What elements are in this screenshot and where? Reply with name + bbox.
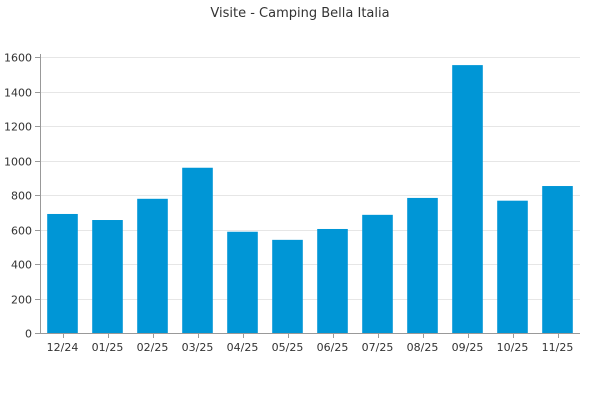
y-tick-label: 600	[11, 225, 32, 238]
bar	[542, 186, 573, 333]
x-tick-label: 07/25	[362, 341, 394, 354]
x-tick-label: 02/25	[137, 341, 169, 354]
y-tick-label: 1000	[4, 156, 32, 169]
y-tick-label: 1200	[4, 121, 32, 134]
bar	[407, 197, 438, 333]
bar	[452, 65, 483, 334]
x-tick-label: 08/25	[407, 341, 439, 354]
y-tick-label: 400	[11, 259, 32, 272]
y-tick-label: 800	[11, 190, 32, 203]
y-axis-ticks: 0 200 400 600 800 1000 1200 1400 1600	[4, 52, 40, 341]
x-tick-label: 11/25	[542, 341, 574, 354]
axes	[40, 54, 580, 334]
bar	[182, 167, 213, 333]
y-tick-label: 200	[11, 294, 32, 307]
chart-title: Visite - Camping Bella Italia	[210, 6, 389, 21]
bar	[497, 200, 528, 333]
bar	[272, 239, 303, 333]
x-tick-label: 05/25	[272, 341, 304, 354]
y-tick-label: 0	[25, 328, 32, 341]
x-tick-label: 06/25	[317, 341, 349, 354]
x-tick-label: 10/25	[497, 341, 529, 354]
bars	[47, 65, 573, 334]
x-tick-label: 01/25	[92, 341, 124, 354]
x-tick-label: 12/24	[47, 341, 79, 354]
x-tick-label: 03/25	[182, 341, 214, 354]
bar	[92, 220, 123, 333]
x-axis-ticks: 12/24 01/25 02/25 03/25 04/25 05/25 06/25 07/25…	[47, 333, 574, 354]
y-tick-label: 1400	[4, 87, 32, 100]
bar	[317, 228, 348, 333]
x-tick-label: 09/25	[452, 341, 484, 354]
bar	[227, 231, 258, 333]
x-tick-label: 04/25	[227, 341, 259, 354]
y-tick-label: 1600	[4, 52, 32, 65]
bar	[137, 198, 168, 333]
bar	[362, 214, 393, 333]
bar	[47, 213, 78, 333]
grid-lines	[40, 57, 580, 300]
